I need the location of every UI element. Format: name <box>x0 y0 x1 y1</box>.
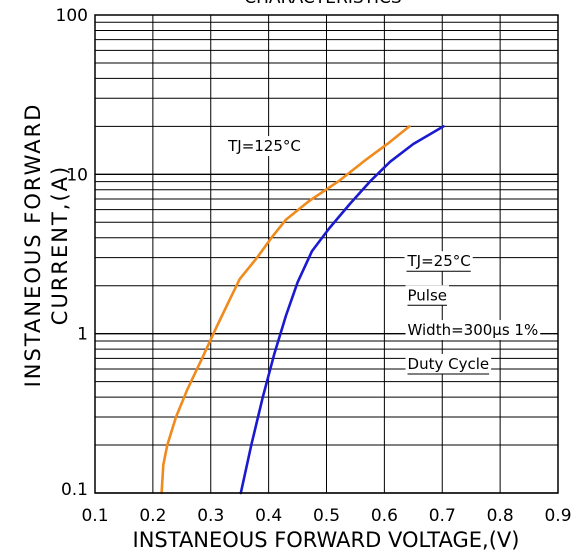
y-axis-label-line1: INSTANEOUS FORWARD <box>21 103 45 388</box>
chart-title: CHARACTERISTICS <box>244 0 401 8</box>
grid-lines <box>94 15 559 494</box>
annotation-background <box>405 354 492 375</box>
y-tick-label: 100 <box>56 6 88 26</box>
x-tick-label: 0.5 <box>313 506 340 526</box>
annotation-label: TJ=125°C <box>227 137 301 155</box>
series-layer <box>160 125 445 495</box>
x-tick-label: 0.4 <box>255 506 282 526</box>
annotation-background <box>404 251 473 272</box>
y-tick-label: 1 <box>77 325 88 345</box>
annotation-label: Width=300μs 1% <box>408 321 539 339</box>
x-tick-label: 0.9 <box>544 506 571 526</box>
annotation-background <box>225 136 303 157</box>
x-tick-label: 0.8 <box>487 506 514 526</box>
x-tick-label: 0.3 <box>197 506 224 526</box>
annotation-background <box>405 285 450 306</box>
tick-labels: 0.1 0.2 0.3 0.4 0.5 0.6 0.7 0.8 0.9 0.1 1 10 100 <box>56 6 572 526</box>
annotations: TJ=125°C TJ=25°C Pulse Width=300μs 1% Duty C… <box>225 136 541 375</box>
annotation-background <box>405 320 541 341</box>
x-tick-label: 0.2 <box>139 506 166 526</box>
x-tick-label: 0.7 <box>429 506 456 526</box>
y-tick-label: 10 <box>66 165 88 185</box>
series-line-1 <box>160 125 411 495</box>
annotation-label: TJ=25°C <box>407 252 471 270</box>
x-axis-label: INSTANEOUS FORWARD VOLTAGE,(V) <box>133 528 520 552</box>
y-axis-label-line2: CURRENT,(A) <box>48 165 72 325</box>
x-tick-label: 0.1 <box>81 506 108 526</box>
series-line-2 <box>239 125 445 495</box>
annotation-label: Pulse <box>408 286 448 304</box>
x-tick-label: 0.6 <box>371 506 398 526</box>
annotation-label: Duty Cycle <box>408 355 490 373</box>
plot-frame <box>94 14 559 494</box>
y-tick-label: 0.1 <box>61 480 88 500</box>
